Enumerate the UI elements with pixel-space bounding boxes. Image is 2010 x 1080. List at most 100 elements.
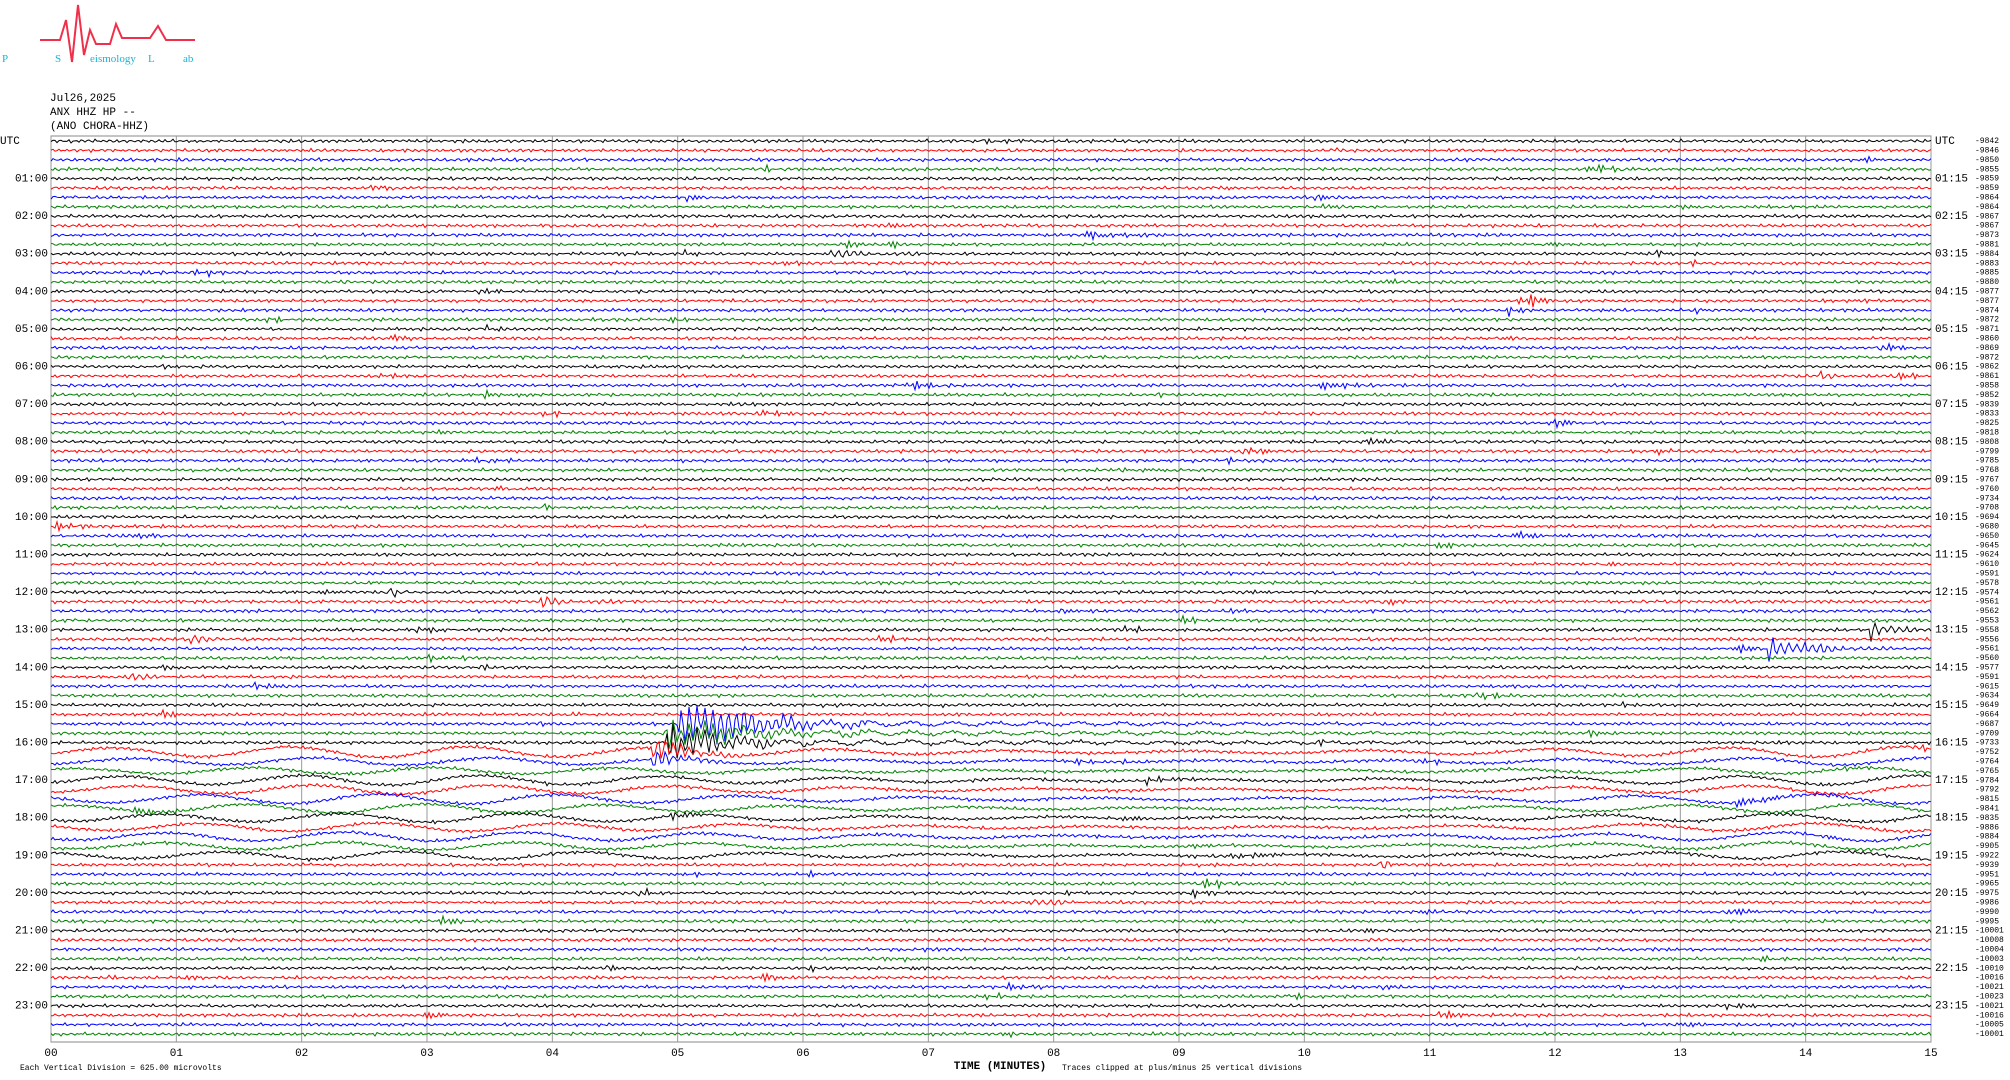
x-axis-label: TIME (MINUTES) <box>954 1061 1046 1073</box>
trace-offset: -10021 <box>1975 1002 2004 1011</box>
row-label-left: 14:00 <box>15 662 48 674</box>
trace <box>50 315 1932 325</box>
trace <box>50 137 1932 146</box>
x-tick-label: 14 <box>1799 1048 1813 1060</box>
trace-offset: -9862 <box>1975 363 1999 372</box>
trace <box>50 946 1932 953</box>
trace-offset: -9560 <box>1975 654 1999 663</box>
x-tick-label: 07 <box>922 1048 935 1060</box>
trace <box>50 363 1932 371</box>
trace-offset: -9734 <box>1975 494 1999 503</box>
trace-offset: -9785 <box>1975 457 1999 466</box>
trace <box>50 587 1932 599</box>
x-tick-label: 05 <box>671 1048 684 1060</box>
trace <box>50 446 1932 457</box>
row-label-right: 15:15 <box>1935 700 1968 712</box>
trace-offset: -9872 <box>1975 316 1999 325</box>
trace-offset: -9561 <box>1975 598 1999 607</box>
trace <box>50 927 1932 934</box>
row-label-right: 09:15 <box>1935 474 1968 486</box>
trace-offset: -9855 <box>1975 165 1999 174</box>
trace-offset: -10003 <box>1975 955 2004 964</box>
trace <box>50 907 1932 917</box>
trace <box>50 484 1932 492</box>
trace <box>50 914 1932 926</box>
row-label-left: 07:00 <box>15 399 48 411</box>
trace <box>51 840 1932 853</box>
trace-offset: -9833 <box>1975 410 1999 419</box>
trace <box>50 401 1932 408</box>
trace-offset: -9687 <box>1975 720 1999 729</box>
trace <box>50 268 1932 279</box>
trace <box>50 672 1932 681</box>
trace <box>50 972 1932 983</box>
row-label-right: 12:15 <box>1935 587 1968 599</box>
row-label-right: 13:15 <box>1935 625 1968 637</box>
trace-offset: -9808 <box>1975 438 1999 447</box>
trace <box>50 570 1932 577</box>
trace <box>50 222 1932 229</box>
trace <box>50 239 1932 250</box>
trace-offset: -10005 <box>1975 1021 2004 1030</box>
logo-wave <box>40 4 195 63</box>
trace <box>50 436 1932 446</box>
trace-offset: -9764 <box>1975 758 1999 767</box>
trace <box>50 849 1931 863</box>
row-label-left: 16:00 <box>15 738 48 750</box>
trace-offset: -9867 <box>1975 222 1999 231</box>
x-tick-label: 02 <box>295 1048 308 1060</box>
trace-offset: -9869 <box>1975 344 1999 353</box>
logo-word: ab <box>183 53 194 65</box>
trace <box>50 621 1932 642</box>
trace-offset: -9577 <box>1975 664 1999 673</box>
row-label-right: 11:15 <box>1935 550 1968 562</box>
row-label-right: 17:15 <box>1935 775 1968 787</box>
x-tick-label: 15 <box>1924 1048 1937 1060</box>
trace <box>50 287 1932 296</box>
trace <box>50 954 1932 963</box>
trace-offset: -9859 <box>1975 175 1999 184</box>
trace <box>50 184 1932 192</box>
trace <box>50 937 1932 943</box>
trace <box>51 595 1932 609</box>
trace <box>50 561 1932 567</box>
trace-offset: -10004 <box>1975 946 2004 955</box>
trace <box>50 868 1932 879</box>
x-tick-label: 09 <box>1172 1048 1185 1060</box>
trace <box>50 333 1932 342</box>
trace <box>50 323 1932 332</box>
trace-offset: -9649 <box>1975 701 1999 710</box>
row-label-left: 03:00 <box>15 249 48 261</box>
trace <box>50 791 1932 809</box>
row-label-left: 18:00 <box>15 813 48 825</box>
trace <box>51 342 1931 352</box>
trace-offset: -9610 <box>1975 560 1999 569</box>
trace <box>50 653 1932 664</box>
row-label-right: 14:15 <box>1935 662 1968 674</box>
trace-offset: -9884 <box>1975 250 1999 259</box>
trace-offset: -10021 <box>1975 983 2004 992</box>
traces <box>50 137 1932 1039</box>
trace-offset: -10023 <box>1975 993 2004 1002</box>
trace <box>50 607 1932 615</box>
row-label-right: 21:15 <box>1935 926 1968 938</box>
row-label-left: 05:00 <box>15 324 48 336</box>
trace <box>50 466 1932 473</box>
row-label-left: 08:00 <box>15 437 48 449</box>
location: (ANO CHORA-HHZ) <box>50 121 149 133</box>
trace-offset: -9858 <box>1975 382 1999 391</box>
trace <box>51 513 1932 520</box>
trace-offset: -9624 <box>1975 551 1999 560</box>
trace-offset: -9965 <box>1975 880 1999 889</box>
trace-offset: -9680 <box>1975 523 1999 532</box>
trace <box>50 155 1932 164</box>
trace-offset: -9850 <box>1975 156 1999 165</box>
trace <box>50 898 1932 906</box>
trace-offset: -9951 <box>1975 870 1999 879</box>
trace <box>50 637 1932 662</box>
trace <box>50 551 1932 558</box>
trace-offset: -9825 <box>1975 419 1999 428</box>
trace-offset: -9709 <box>1975 729 1999 738</box>
trace-offset: -9884 <box>1975 833 1999 842</box>
